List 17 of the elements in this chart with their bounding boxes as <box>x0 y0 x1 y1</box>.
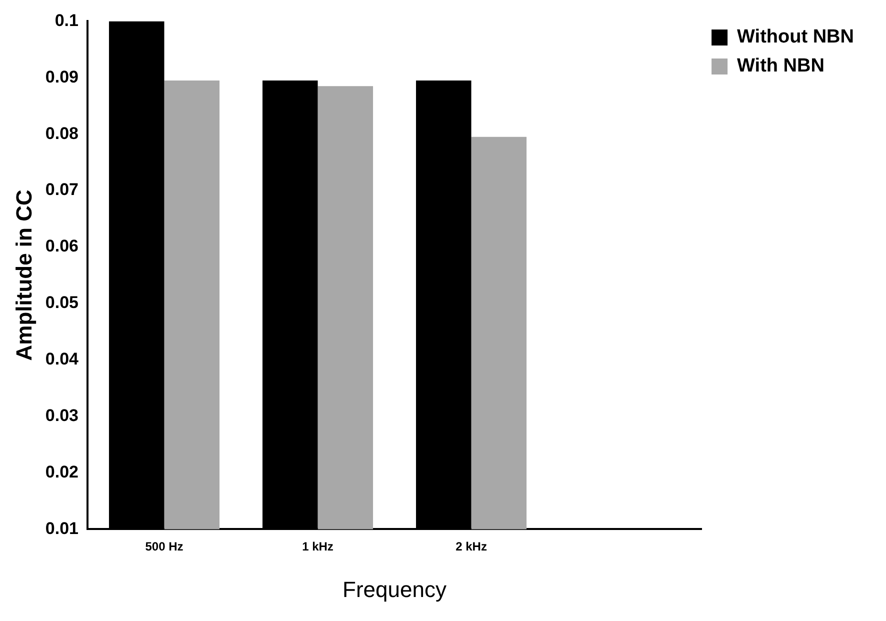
x-axis-title: Frequency <box>342 576 446 602</box>
y-tick-label: 0.05 <box>45 293 78 312</box>
y-tick-label: 0.08 <box>45 124 78 143</box>
y-tick-label: 0.1 <box>54 10 78 30</box>
y-tick-label: 0.04 <box>45 350 80 369</box>
x-tick-label: 1 kHz <box>302 540 334 554</box>
y-tick-label: 0.06 <box>45 236 78 256</box>
x-tick-label: 2 kHz <box>456 540 487 554</box>
x-tick-label: 500 Hz <box>145 540 184 554</box>
y-tick-label: 0.09 <box>45 67 78 86</box>
y-tick-label: 0.02 <box>45 462 78 482</box>
y-axis-title: Amplitude in CC <box>11 190 36 361</box>
legend-label: With NBN <box>737 56 824 77</box>
y-tick-label: 0.03 <box>45 406 78 425</box>
legend-label: Without NBN <box>737 26 854 48</box>
y-tick-label: 0.01 <box>45 518 78 538</box>
y-tick-label: 0.07 <box>45 180 78 200</box>
